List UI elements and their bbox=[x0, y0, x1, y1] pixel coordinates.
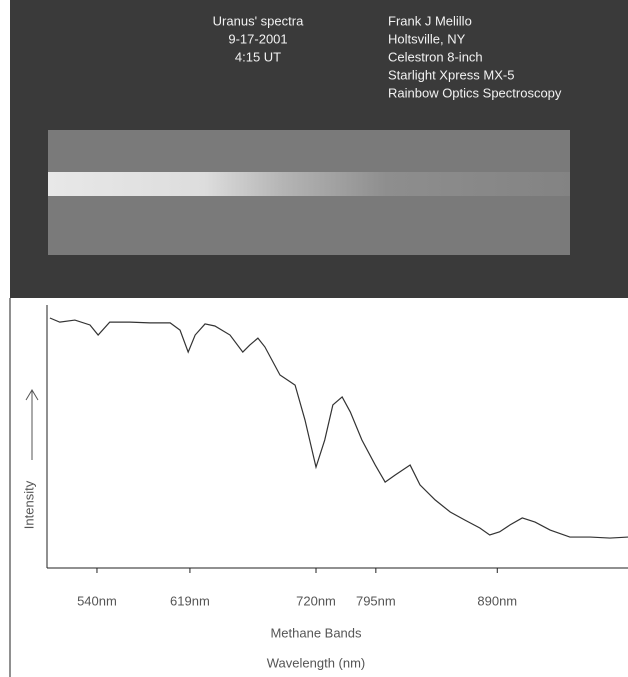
y-axis-label: Intensity bbox=[21, 480, 36, 529]
x-axis-label: Wavelength (nm) bbox=[267, 655, 366, 670]
caption-line: Celestron 8-inch bbox=[388, 49, 483, 64]
x-tick-label: 890nm bbox=[477, 593, 517, 608]
caption-line: Frank J Melillo bbox=[388, 13, 472, 28]
spectrum-image bbox=[10, 0, 628, 298]
caption-line: Holtsville, NY bbox=[388, 31, 466, 46]
x-tick-label: 795nm bbox=[356, 593, 396, 608]
caption-line: 4:15 UT bbox=[235, 49, 281, 64]
x-tick-label: 540nm bbox=[77, 593, 117, 608]
x-tick-label: 619nm bbox=[170, 593, 210, 608]
caption-line: Uranus' spectra bbox=[213, 13, 304, 28]
figure: Intensity Methane Bands Wavelength (nm) … bbox=[0, 0, 628, 677]
caption-line: Rainbow Optics Spectroscopy bbox=[388, 85, 562, 100]
x-tick-label: 720nm bbox=[296, 593, 336, 608]
spectrum-line bbox=[50, 318, 628, 538]
spectrum-band bbox=[48, 172, 570, 196]
caption-line: 9-17-2001 bbox=[228, 31, 287, 46]
x-annotation: Methane Bands bbox=[270, 625, 362, 640]
caption-line: Starlight Xpress MX-5 bbox=[388, 67, 514, 82]
